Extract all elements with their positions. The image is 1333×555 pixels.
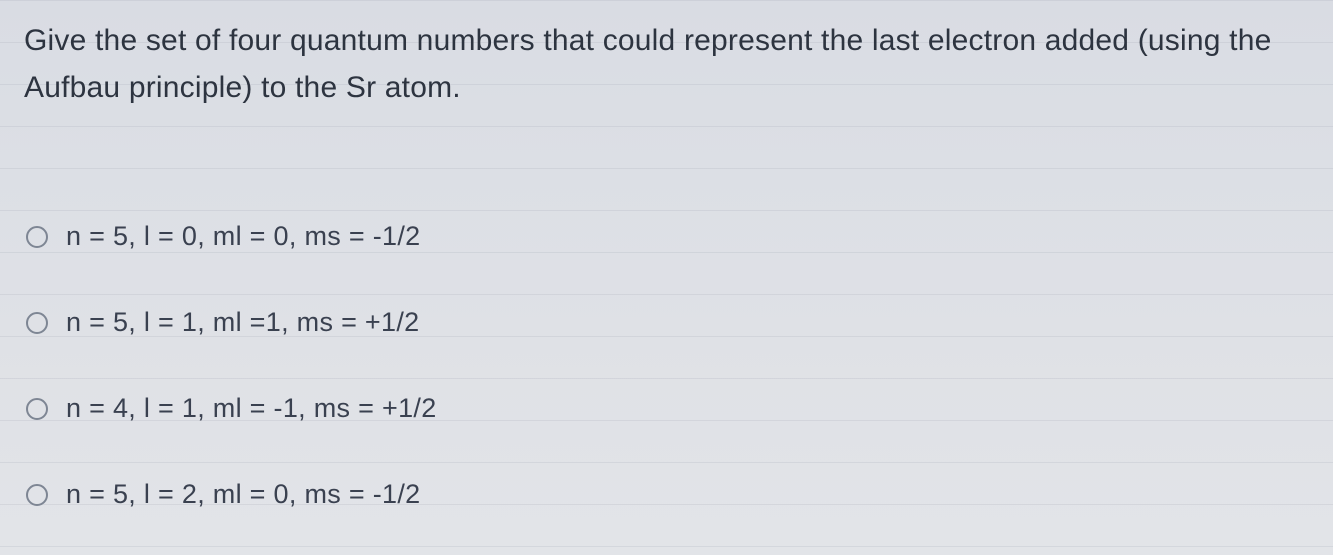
radio-icon[interactable] [26,398,48,420]
options-list: n = 5, l = 0, ml = 0, ms = -1/2 n = 5, l… [24,221,1309,510]
option-1[interactable]: n = 5, l = 0, ml = 0, ms = -1/2 [26,221,1309,252]
option-label: n = 5, l = 1, ml =1, ms = +1/2 [66,307,419,338]
question-text: Give the set of four quantum numbers tha… [24,18,1309,111]
option-4[interactable]: n = 5, l = 2, ml = 0, ms = -1/2 [26,479,1309,510]
option-label: n = 4, l = 1, ml = -1, ms = +1/2 [66,393,437,424]
option-label: n = 5, l = 2, ml = 0, ms = -1/2 [66,479,420,510]
radio-icon[interactable] [26,226,48,248]
option-2[interactable]: n = 5, l = 1, ml =1, ms = +1/2 [26,307,1309,338]
radio-icon[interactable] [26,312,48,334]
option-label: n = 5, l = 0, ml = 0, ms = -1/2 [66,221,420,252]
radio-icon[interactable] [26,484,48,506]
option-3[interactable]: n = 4, l = 1, ml = -1, ms = +1/2 [26,393,1309,424]
